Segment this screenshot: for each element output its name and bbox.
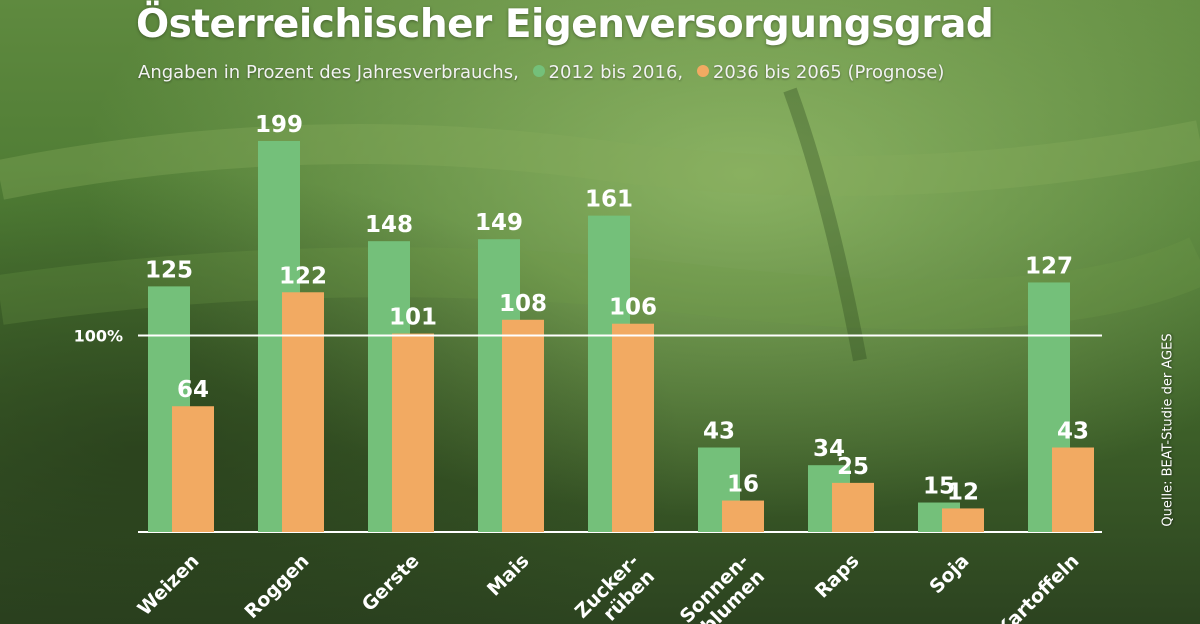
category-label-line: Roggen	[240, 550, 313, 623]
value-label-green-5: 43	[703, 419, 735, 445]
value-label-orange-8: 43	[1057, 419, 1089, 445]
category-label-3: Mais	[483, 550, 534, 601]
category-label-8: Kartoffeln	[992, 550, 1083, 624]
value-label-orange-7: 12	[947, 479, 979, 505]
bar-orange-3	[502, 319, 544, 532]
subtitle-text: Angaben in Prozent des Jahresverbrauchs,	[138, 62, 519, 83]
chart-title: Österreichischer Eigenversorgungsgrad	[136, 2, 994, 47]
value-label-orange-1: 122	[279, 263, 327, 289]
legend-dot-orange	[696, 65, 709, 77]
legend-label-2036-2065: 2036 bis 2065 (Prognose)	[712, 62, 945, 83]
bar-orange-6	[832, 482, 874, 532]
category-label-line: Raps	[811, 550, 864, 603]
legend-dot-green	[532, 65, 545, 77]
value-label-green-1: 199	[255, 112, 303, 138]
chart-subtitle: Angaben in Prozent des Jahresverbrauchs,…	[138, 62, 945, 83]
value-label-green-8: 127	[1025, 253, 1073, 279]
value-label-orange-3: 108	[499, 291, 547, 317]
value-label-green-0: 125	[145, 257, 193, 283]
value-label-green-6: 34	[813, 436, 845, 462]
category-label-line: Kartoffeln	[992, 550, 1083, 624]
bar-orange-7	[942, 508, 984, 532]
source-note: Quelle: BEAT-Studie der AGES	[1160, 333, 1176, 527]
value-label-green-3: 149	[475, 210, 523, 236]
category-label-line: Mais	[483, 550, 534, 601]
category-label-line: Gerste	[358, 550, 424, 616]
legend-label-2012-2016: 2012 bis 2016	[548, 62, 678, 83]
category-label-1: Roggen	[240, 550, 313, 623]
bar-orange-4	[612, 323, 654, 532]
reference-line-label: 100%	[74, 327, 123, 346]
bar-orange-2	[392, 333, 434, 532]
bar-orange-1	[282, 292, 324, 532]
value-label-green-2: 148	[365, 212, 413, 238]
value-label-orange-2: 101	[389, 305, 437, 331]
value-label-orange-5: 16	[727, 472, 759, 498]
category-label-0: Weizen	[133, 550, 203, 620]
category-label-7: Soja	[925, 550, 973, 598]
category-label-4: Zucker-rüben	[571, 550, 659, 624]
value-label-green-4: 161	[585, 187, 633, 213]
value-label-orange-0: 64	[177, 377, 209, 403]
bar-orange-5	[722, 500, 764, 532]
category-label-6: Raps	[811, 550, 864, 603]
value-label-orange-4: 106	[609, 295, 657, 321]
bar-orange-0	[172, 406, 214, 532]
bar-orange-8	[1052, 447, 1094, 532]
category-label-5: Sonnen-blumen	[676, 550, 769, 624]
value-label-orange-6: 25	[837, 454, 869, 480]
category-label-2: Gerste	[358, 550, 424, 616]
category-label-line: Soja	[925, 550, 973, 598]
category-label-line: Weizen	[133, 550, 203, 620]
value-label-green-7: 15	[923, 474, 955, 500]
